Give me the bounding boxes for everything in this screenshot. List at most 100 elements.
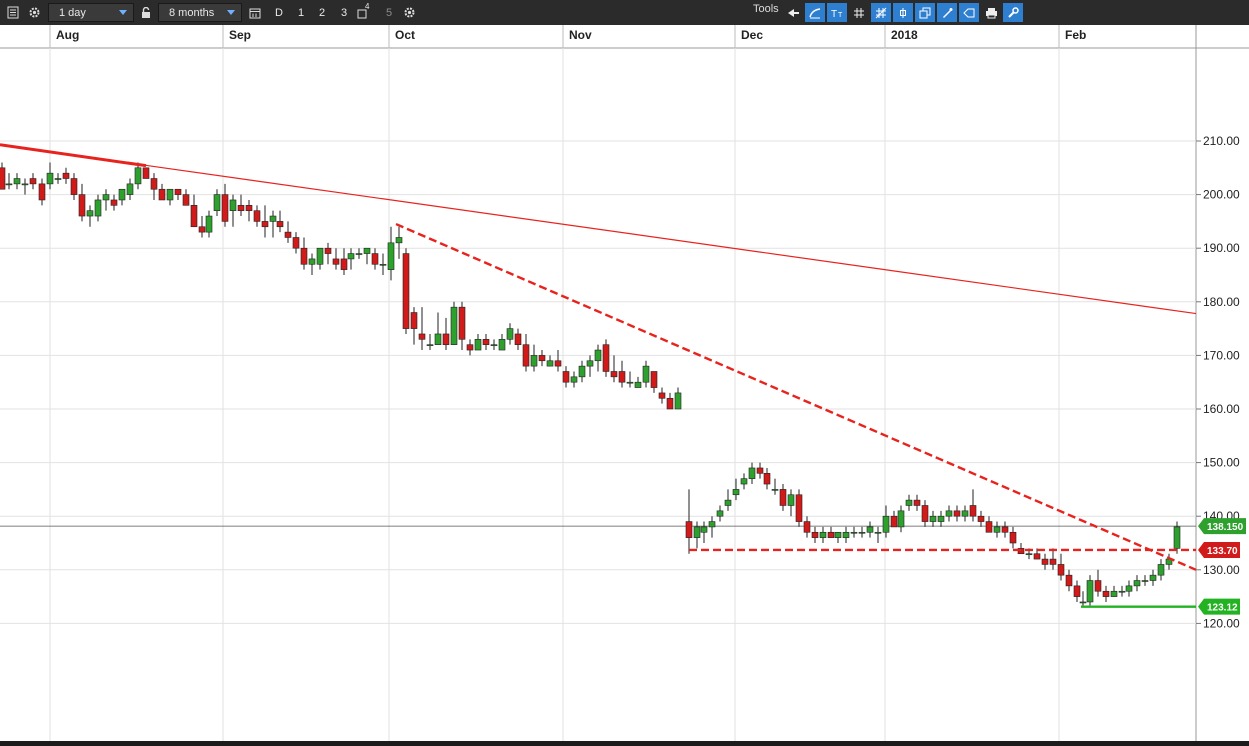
line-tool-icon[interactable] [805,3,825,22]
candle-body [276,221,284,228]
candle [1001,521,1009,538]
candle-body [0,167,6,190]
last-price-tag-label: 138.150 [1207,522,1244,533]
candle [86,205,94,227]
period-button-2[interactable]: 2 [318,6,326,19]
candle [658,387,666,404]
candle [166,188,174,206]
candle-body [890,515,898,528]
candle [803,516,811,538]
candle-body [182,194,190,206]
candle-body [819,531,827,538]
x-tick-label: Aug [56,28,79,42]
period-button-5[interactable]: 5 [385,6,393,19]
candle-body [29,178,37,185]
candle [379,253,387,275]
grid-tool-icon[interactable] [849,3,869,22]
candle-body [1057,564,1065,576]
candle-body [953,510,961,517]
candle-body [732,489,740,496]
candle-body [13,178,21,185]
candle-body [929,515,937,522]
back-arrow-icon[interactable] [783,3,803,22]
candle [490,339,498,351]
candle [546,355,554,367]
candle [945,505,953,522]
gear-icon[interactable] [25,3,43,22]
candle [213,189,221,217]
candle [118,188,126,206]
print-icon[interactable] [981,3,1001,22]
candle-body [771,489,779,491]
candle-body [834,531,842,538]
price-chart[interactable]: Aug Sep Oct Nov Dec 2018 Feb 210.00 200.00 190.0… [0,25,1249,741]
candle [245,199,253,222]
candle [1094,569,1102,597]
interval-select[interactable]: 1 day [48,3,134,22]
candle-body [514,333,522,345]
copy-tool-icon[interactable] [915,3,935,22]
candle-body [78,194,86,217]
candle [610,355,618,383]
candle [732,478,740,501]
candle [190,194,198,228]
candle [46,162,54,190]
range-select[interactable]: 8 months [158,3,242,22]
candle [340,248,348,275]
candle-body [150,178,158,190]
candle-body [237,205,245,211]
candle-body [332,258,340,265]
lock-icon[interactable] [137,3,155,22]
svg-text:T: T [838,12,843,19]
candle-body [913,499,921,506]
candle [724,489,732,511]
candle-body [1065,574,1073,587]
candle-body [921,505,929,522]
chart-svg[interactable]: Aug Sep Oct Nov Dec 2018 Feb 210.00 200.00 190.0… [0,25,1249,741]
candle-body [1118,590,1126,593]
candle [466,339,474,356]
candle [953,505,961,522]
candle [961,505,969,522]
candle [748,462,756,485]
candle-body [522,344,530,367]
list-icon[interactable] [4,3,22,22]
candle-body [586,360,594,367]
layout-icon[interactable]: 4 [354,2,372,22]
candle [347,248,355,270]
settings-icon[interactable] [400,3,418,22]
candle [626,371,634,388]
candle-body [506,328,514,340]
candle [890,510,898,528]
candle [787,489,795,517]
candle [174,188,182,200]
candle-body [38,183,46,201]
candle-tool-icon[interactable] [893,3,913,22]
candle-body [602,344,610,372]
period-button-1[interactable]: 1 [297,6,305,19]
calendar-icon[interactable] [246,3,264,22]
eraser-tool-icon[interactable] [959,3,979,22]
fib-tool-icon[interactable] [871,3,891,22]
candle [716,505,724,522]
candle-body [434,333,442,345]
candle [324,242,332,265]
candle-body [126,183,134,195]
candle-body [395,237,403,244]
candle-body [198,226,206,233]
candle-body [379,263,387,266]
y-tick-label: 180.00 [1203,295,1240,309]
period-button-3[interactable]: 3 [340,6,348,19]
brush-tool-icon[interactable] [937,3,957,22]
candle [921,500,929,527]
wrench-icon[interactable] [1003,3,1023,22]
candle [1141,575,1149,586]
candle [126,178,134,200]
candle-body [118,188,126,201]
candle-body [945,510,953,517]
candle-body [410,312,418,329]
candle [387,226,395,281]
period-button-d[interactable]: D [275,6,283,19]
candle [182,189,190,206]
